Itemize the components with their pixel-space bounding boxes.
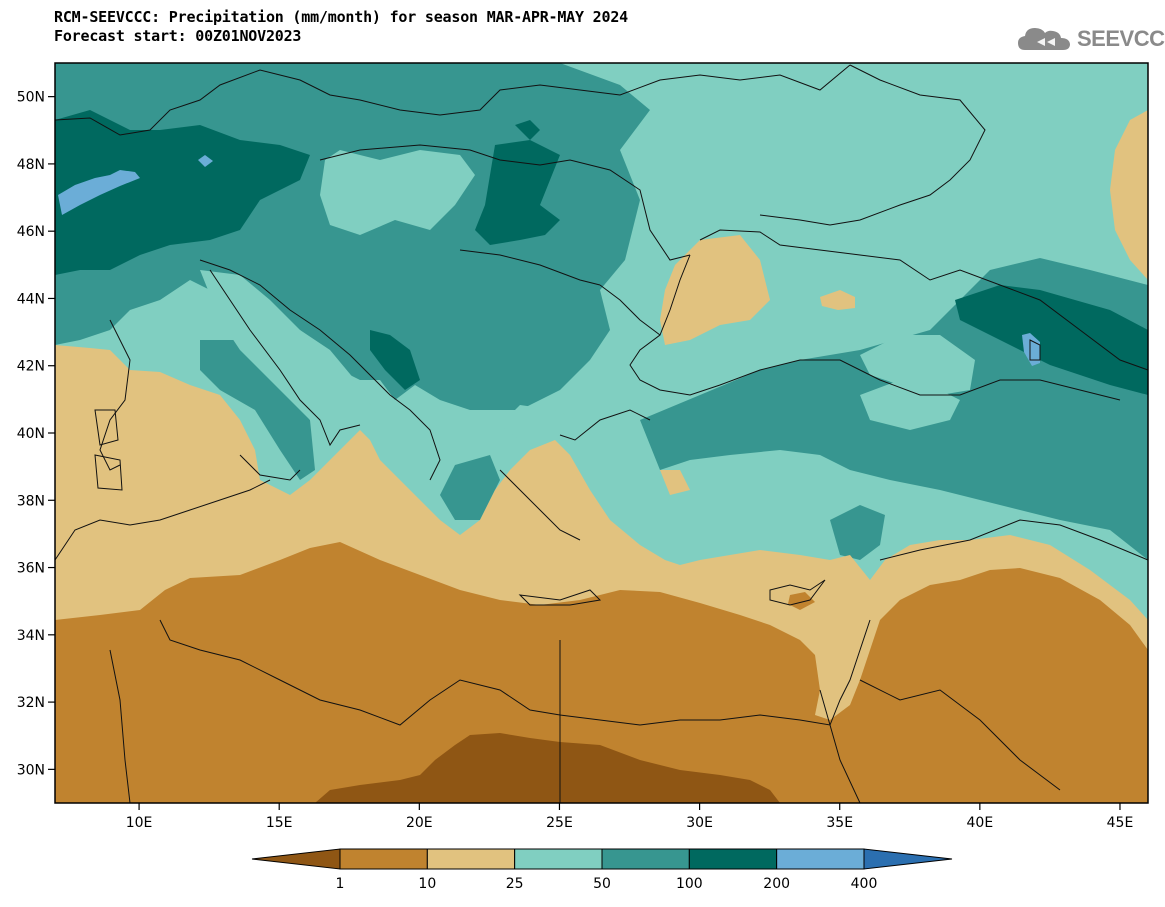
map-title: RCM-SEEVCCC: Precipitation (mm/month) fo… — [54, 8, 628, 46]
colorbar-tick-label: 200 — [763, 876, 790, 892]
colorbar-segment — [514, 848, 603, 870]
zones-below-1 — [315, 733, 780, 803]
colorbar-tick-label: 400 — [851, 876, 878, 892]
cloud-logo-icon — [1018, 28, 1070, 50]
y-tick-label: 38N — [17, 493, 45, 509]
zones-25-50-inner — [200, 150, 975, 490]
title-line-2: Forecast start: 00Z01NOV2023 — [54, 27, 302, 45]
y-tick-label: 44N — [17, 291, 45, 307]
borders-layer — [55, 64, 1148, 803]
x-tick-label: 35E — [826, 815, 853, 831]
seevccc-logo: SEEVCCC — [1017, 24, 1165, 54]
y-tick-label: 30N — [17, 762, 45, 778]
x-tick-label: 10E — [126, 815, 153, 831]
brand-name: SEEVCCC — [1077, 26, 1165, 51]
y-tick-label: 40N — [17, 426, 45, 442]
zones-1-10 — [55, 542, 1148, 803]
colorbar-segment — [339, 848, 428, 870]
map-fill-layer — [55, 63, 1148, 803]
zones-100-200 — [55, 110, 1148, 395]
colorbar: 1 10 25 50 100 200 400 — [251, 848, 953, 892]
y-tick-label: 42N — [17, 359, 45, 375]
title-line-1: RCM-SEEVCCC: Precipitation (mm/month) fo… — [54, 8, 628, 26]
colorbar-segment — [601, 848, 690, 870]
colorbar-segment — [426, 848, 516, 870]
x-tick-label: 30E — [686, 815, 713, 831]
colorbar-tick-label: 10 — [418, 876, 436, 892]
y-axis: 50N 48N 46N 44N 42N 40N 38N 36N 34N 32N 30N — [17, 90, 55, 778]
y-tick-label: 48N — [17, 157, 45, 173]
colorbar-segment — [688, 848, 778, 870]
x-tick-label: 45E — [1107, 815, 1134, 831]
colorbar-tick-label: 50 — [593, 876, 611, 892]
y-tick-label: 36N — [17, 561, 45, 577]
y-tick-label: 50N — [17, 90, 45, 106]
colorbar-tick-label: 100 — [676, 876, 703, 892]
colorbar-segment — [863, 848, 953, 870]
colorbar-tick-label: 25 — [506, 876, 524, 892]
colorbar-segment — [776, 848, 865, 870]
zones-200-400 — [58, 155, 1040, 366]
x-axis: 10E 15E 20E 25E 30E 35E 40E 45E — [126, 803, 1134, 831]
y-tick-label: 46N — [17, 224, 45, 240]
x-tick-label: 40E — [967, 815, 994, 831]
x-tick-label: 20E — [406, 815, 433, 831]
colorbar-segment — [251, 848, 341, 870]
x-tick-label: 25E — [546, 815, 573, 831]
y-tick-label: 34N — [17, 628, 45, 644]
x-tick-label: 15E — [266, 815, 293, 831]
colorbar-tick-label: 1 — [336, 876, 345, 892]
y-tick-label: 32N — [17, 695, 45, 711]
